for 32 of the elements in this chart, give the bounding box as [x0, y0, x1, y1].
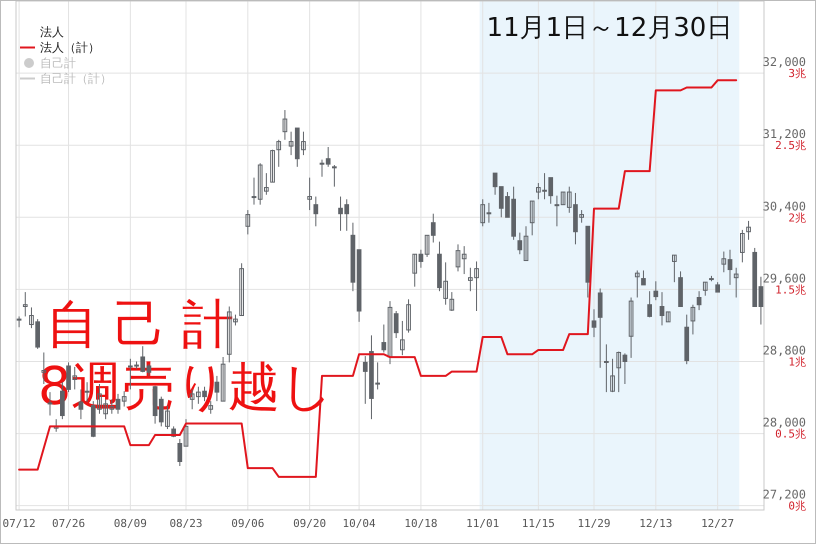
legend-title: 法人: [40, 25, 64, 39]
y-tick-label: 29,600: [762, 271, 806, 286]
y2-tick-label: 3兆: [788, 67, 806, 80]
y2-tick-label: 2.5兆: [775, 139, 806, 152]
x-tick-label: 10/18: [404, 517, 438, 530]
y-tick-label: 27,200: [762, 488, 806, 502]
x-tick-label: 09/06: [231, 517, 264, 530]
y2-tick-label: 0.5兆: [775, 428, 806, 441]
legend-label: 法人（計）: [40, 40, 100, 54]
y-tick-label: 30,400: [762, 199, 806, 214]
y2-tick-label: 0兆: [788, 500, 806, 513]
x-tick-label: 11/15: [522, 517, 555, 530]
x-tick-label: 10/04: [342, 517, 376, 530]
y2-tick-label: 1兆: [788, 355, 806, 368]
legend-label: 自己計: [40, 56, 76, 70]
legend-label: 自己計（計）: [40, 72, 112, 86]
x-tick-label: 07/12: [2, 517, 36, 530]
x-tick-label: 09/20: [293, 517, 326, 530]
y-tick-label: 31,200: [762, 127, 806, 142]
x-tick-label: 08/09: [114, 517, 147, 530]
y2-tick-label: 2兆: [788, 211, 806, 224]
y2-tick-label: 1.5兆: [775, 283, 806, 296]
y-tick-label: 28,800: [762, 343, 806, 358]
x-tick-label: 11/29: [577, 517, 611, 530]
x-tick-label: 11/01: [466, 517, 500, 530]
x-tick-label: 12/27: [701, 517, 734, 530]
y-tick-label: 32,000: [762, 55, 806, 70]
text: 11月1日～12月30日: [486, 13, 732, 43]
x-tick-label: 07/26: [52, 517, 86, 530]
x-tick-label: 08/23: [169, 517, 203, 530]
y-tick-label: 28,000: [762, 416, 806, 430]
x-tick-label: 12/13: [639, 517, 672, 530]
